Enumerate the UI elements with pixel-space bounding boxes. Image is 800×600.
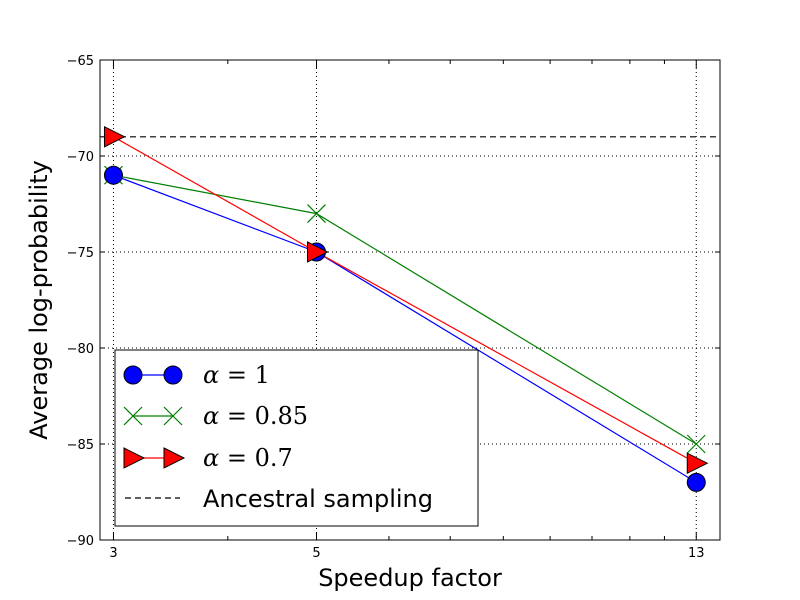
data-point-series-3 [686, 452, 709, 475]
legend-marker-2 [123, 406, 143, 426]
data-point-series-2 [686, 434, 706, 454]
legend-marker-3 [123, 447, 146, 469]
legend-marker-3 [163, 447, 186, 469]
legend-label-1: α = 1 [203, 361, 270, 389]
legend-label-reference: Ancestral sampling [203, 485, 433, 513]
legend-marker-1 [123, 365, 143, 385]
data-point-series-1 [686, 472, 706, 492]
legend-label-3: α = 0.7 [203, 444, 293, 472]
data-point-series-2-stroke [686, 434, 706, 454]
data-point-series-2-stroke [307, 204, 326, 224]
legend-equals: = [219, 361, 254, 389]
x-axis-title: Speedup factor [318, 564, 502, 592]
y-axis-title: Average log-probability [25, 160, 53, 439]
legend-marker-2-stroke [123, 406, 143, 426]
y-tick-label: −90 [67, 534, 94, 549]
legend-label-2: α = 0.85 [203, 402, 308, 430]
legend-marker-2-stroke [163, 406, 183, 426]
data-point-series-3 [306, 241, 329, 263]
legend-marker-1 [163, 365, 183, 385]
y-tick-label: −80 [67, 342, 94, 357]
legend-equals: = [219, 444, 254, 472]
y-tick-label: −85 [67, 438, 94, 453]
legend-marker-2 [163, 406, 183, 426]
legend-symbol: α [203, 444, 219, 472]
tick-labels: −90 −85 −80 −75 −70 −65 3 5 13 [67, 54, 705, 561]
data-point-series-2 [307, 204, 326, 224]
plot-frame [99, 59, 721, 541]
legend-equals: = [219, 402, 254, 430]
data-point-series-3 [103, 125, 126, 148]
legend-value: 0.85 [255, 402, 308, 430]
legend-value: 0.7 [255, 444, 293, 472]
legend-symbol: α [203, 402, 219, 430]
x-tick-label: 5 [312, 546, 320, 561]
series-group [103, 125, 709, 492]
y-tick-label: −70 [67, 150, 94, 165]
y-tick-label: −75 [67, 246, 94, 261]
x-tick-label: 13 [688, 546, 705, 561]
axis-ticks [100, 59, 720, 541]
y-tick-label: −65 [67, 54, 94, 69]
x-tick-label: 3 [109, 546, 117, 561]
legend-symbol: α [203, 361, 219, 389]
legend-value: 1 [255, 361, 270, 389]
data-point-series-1 [103, 165, 123, 185]
series-markers [103, 125, 709, 492]
